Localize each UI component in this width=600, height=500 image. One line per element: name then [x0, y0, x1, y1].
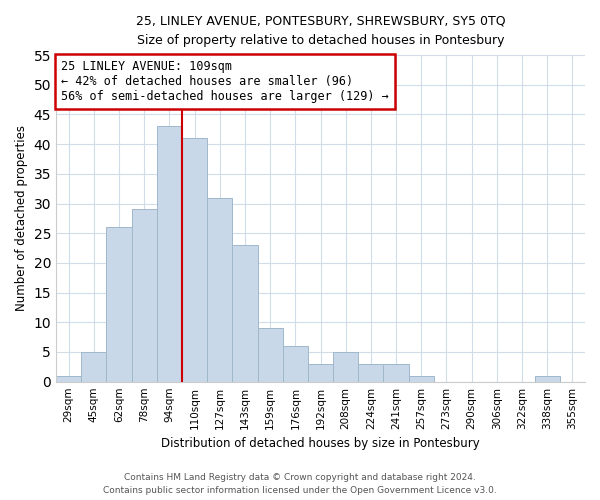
Bar: [207, 198, 232, 382]
Bar: [383, 364, 409, 382]
Title: 25, LINLEY AVENUE, PONTESBURY, SHREWSBURY, SY5 0TQ
Size of property relative to : 25, LINLEY AVENUE, PONTESBURY, SHREWSBUR…: [136, 15, 505, 47]
X-axis label: Distribution of detached houses by size in Pontesbury: Distribution of detached houses by size …: [161, 437, 480, 450]
Bar: [232, 245, 257, 382]
Bar: [409, 376, 434, 382]
Bar: [257, 328, 283, 382]
Bar: [157, 126, 182, 382]
Bar: [182, 138, 207, 382]
Bar: [358, 364, 383, 382]
Bar: [333, 352, 358, 382]
Bar: [535, 376, 560, 382]
Bar: [131, 210, 157, 382]
Y-axis label: Number of detached properties: Number of detached properties: [15, 126, 28, 312]
Bar: [56, 376, 81, 382]
Text: 25 LINLEY AVENUE: 109sqm
← 42% of detached houses are smaller (96)
56% of semi-d: 25 LINLEY AVENUE: 109sqm ← 42% of detach…: [61, 60, 389, 103]
Bar: [106, 228, 131, 382]
Bar: [81, 352, 106, 382]
Bar: [308, 364, 333, 382]
Bar: [283, 346, 308, 382]
Text: Contains HM Land Registry data © Crown copyright and database right 2024.
Contai: Contains HM Land Registry data © Crown c…: [103, 474, 497, 495]
